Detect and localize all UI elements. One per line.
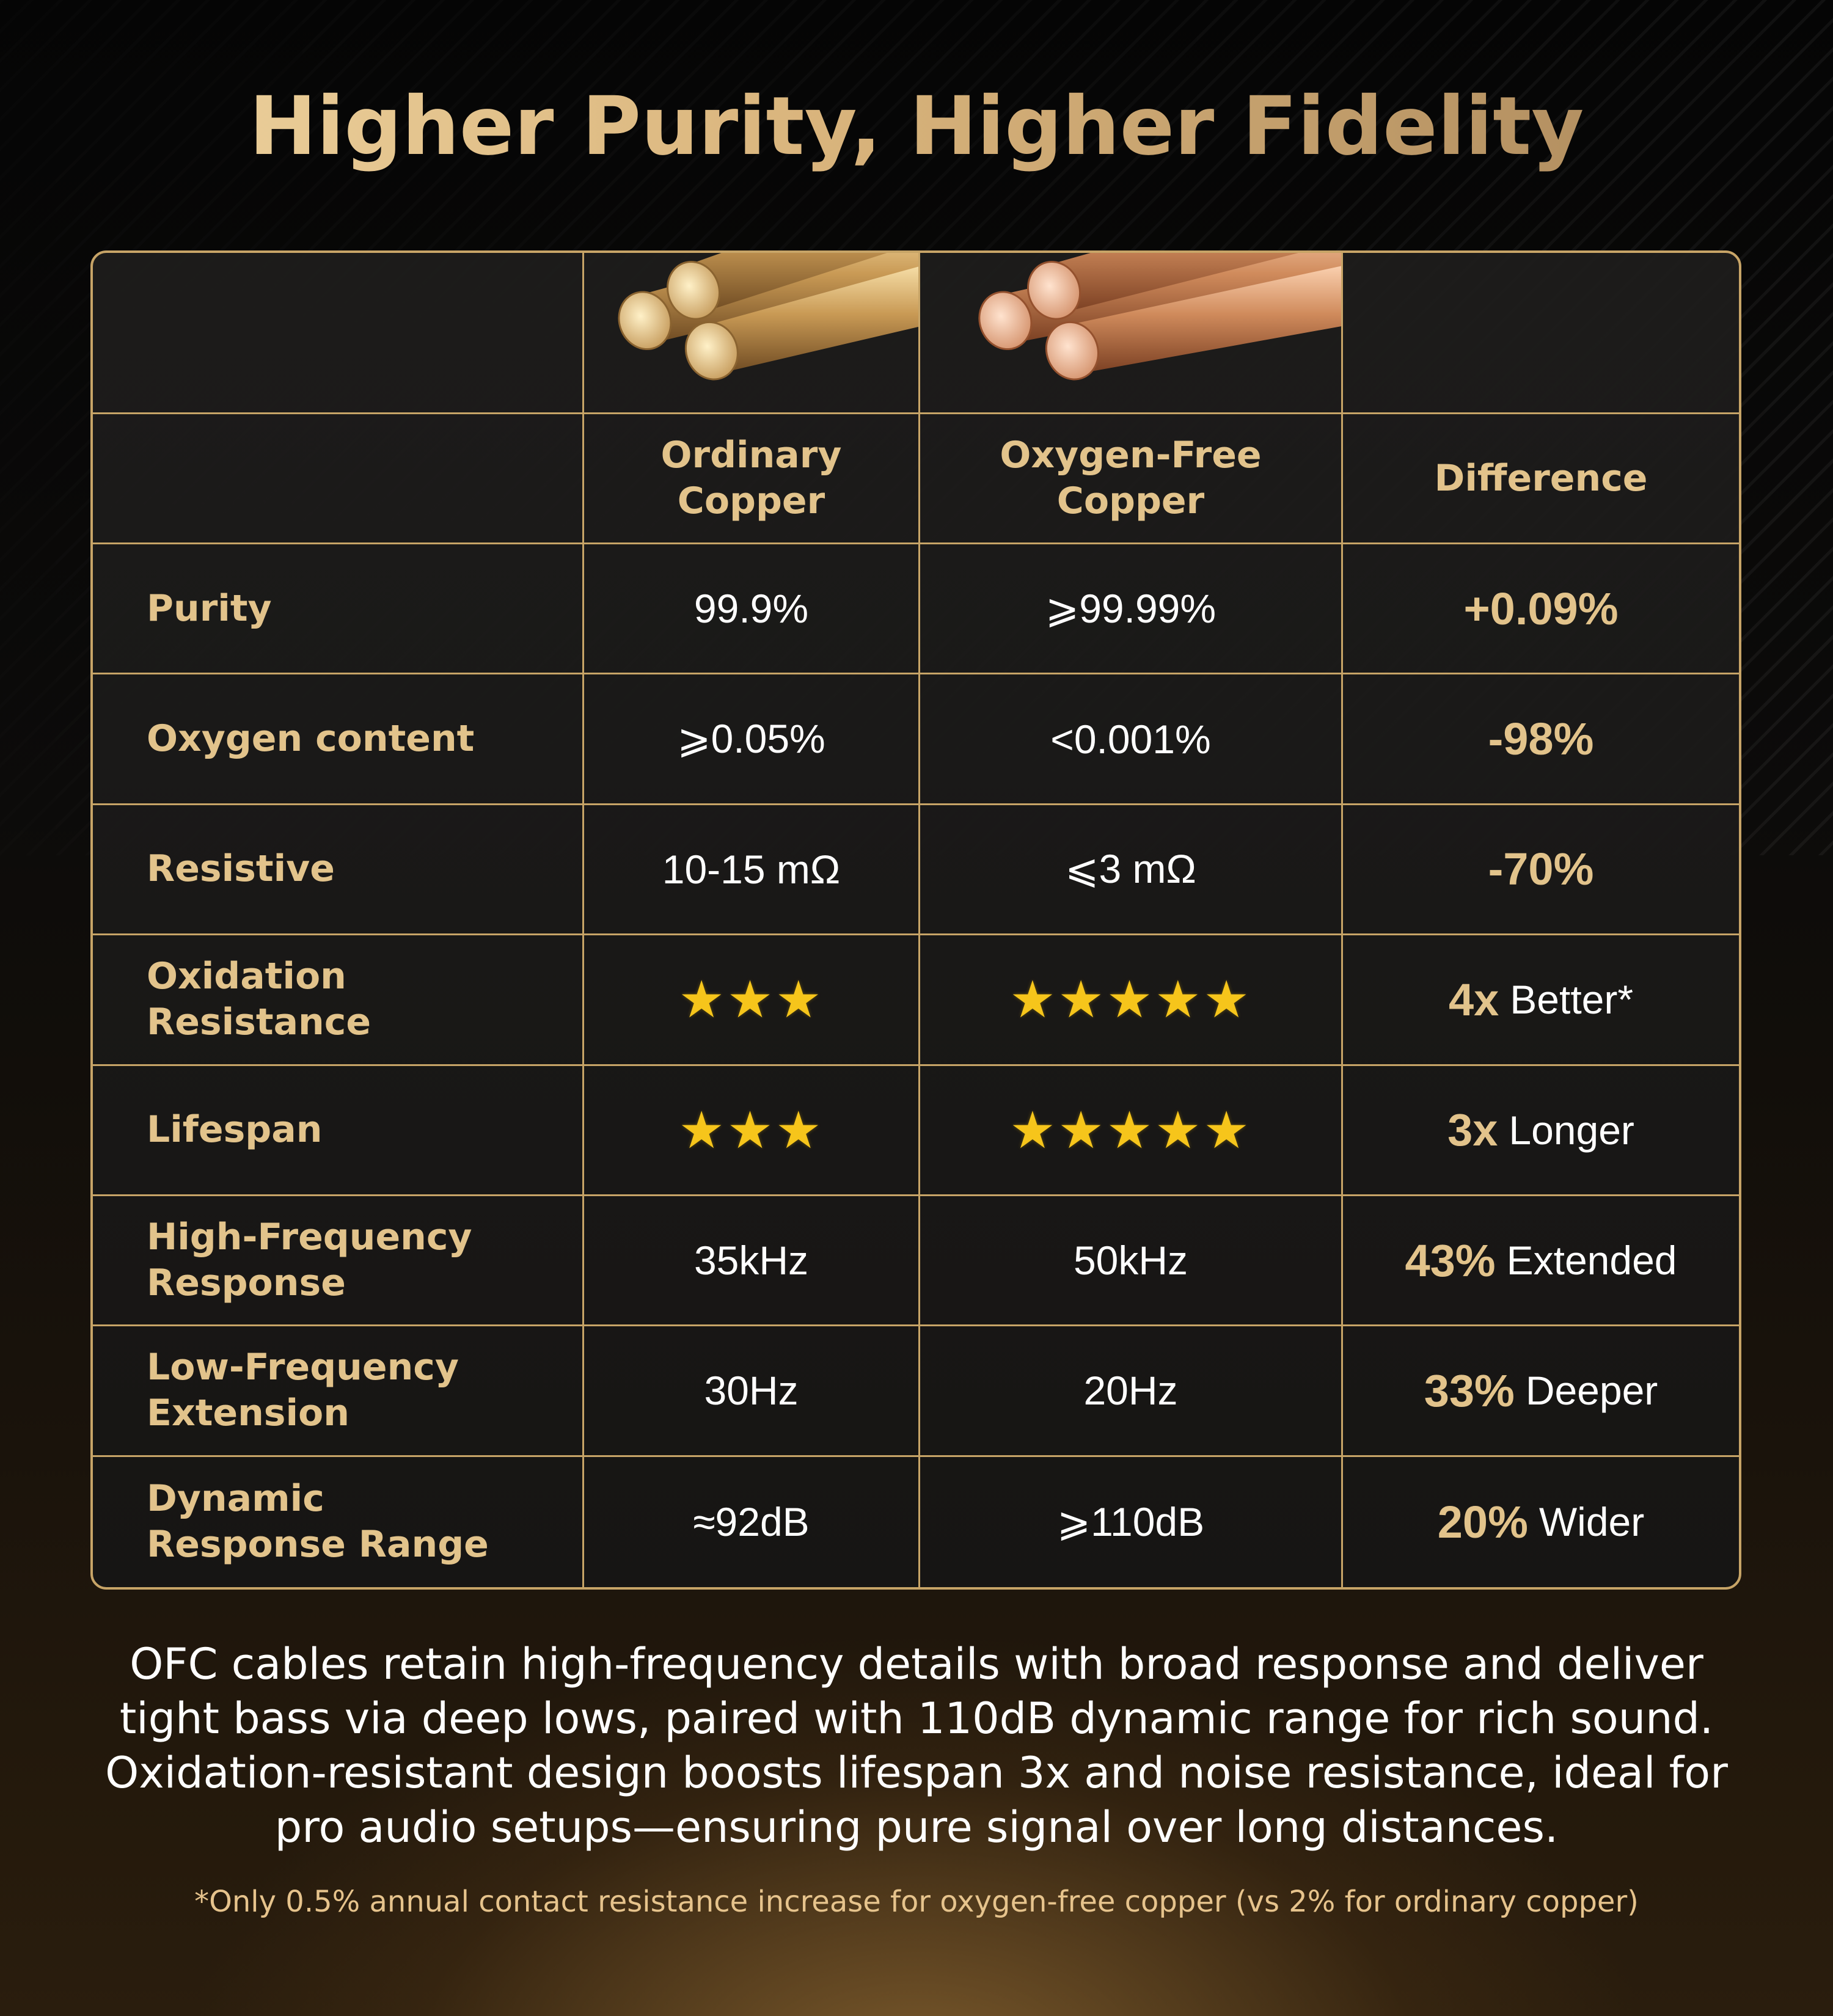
purity-ofc-value: ⩾99.99% [920, 544, 1343, 675]
row-label-dynamic-response-range: Dynamic Response Range [93, 1456, 584, 1587]
resistive-difference: -70% [1343, 805, 1739, 936]
difference-image-empty-cell [1343, 253, 1739, 414]
high-frequency-ofc-value: 50kHz [920, 1196, 1343, 1327]
row-label-high-frequency-response: High-Frequency Response [93, 1196, 584, 1327]
oxygen-difference: -98% [1343, 674, 1739, 805]
oxygen-difference-value: -98% [1488, 714, 1594, 765]
row-label-purity: Purity [93, 544, 584, 675]
dynamic-range-ordinary-value: ≈92dB [584, 1456, 920, 1587]
footnote: *Only 0.5% annual contact resistance inc… [194, 1885, 1639, 1919]
row-label-lifespan: Lifespan [93, 1065, 584, 1196]
header-empty-cell [93, 253, 584, 414]
low-frequency-difference-value: 33% [1424, 1365, 1515, 1416]
high-frequency-ordinary-value: 35kHz [584, 1196, 920, 1327]
purity-ordinary-value: 99.9% [584, 544, 920, 675]
lifespan-difference-word: Longer [1509, 1107, 1634, 1153]
high-frequency-difference-word: Extended [1506, 1238, 1677, 1284]
oxygen-free-copper-image [920, 253, 1343, 414]
row-label-low-frequency-extension: Low-Frequency Extension [93, 1326, 584, 1457]
lifespan-ofc-stars: ★★★★★ [920, 1065, 1343, 1196]
resistive-difference-value: -70% [1488, 844, 1594, 895]
oxidation-difference: 4x Better* [1343, 935, 1739, 1066]
oxygen-ordinary-value: ⩾0.05% [584, 674, 920, 805]
lifespan-difference: 3x Longer [1343, 1066, 1739, 1196]
purity-difference-value: +0.09% [1463, 583, 1619, 634]
column-header-ordinary-copper: Ordinary Copper [584, 414, 920, 544]
oxidation-difference-word: Better* [1510, 977, 1634, 1023]
dynamic-range-difference: 20% Wider [1343, 1457, 1739, 1587]
dynamic-range-difference-value: 20% [1437, 1496, 1528, 1547]
oxygen-ofc-value: <0.001% [920, 674, 1343, 805]
resistive-ordinary-value: 10-15 mΩ [584, 805, 920, 936]
page-title: Higher Purity, Higher Fidelity [0, 79, 1833, 173]
comparison-table: Ordinary Copper Oxygen-Free Copper Diffe… [90, 250, 1741, 1590]
row-label-resistive: Resistive [93, 805, 584, 936]
low-frequency-ordinary-value: 30Hz [584, 1326, 920, 1457]
purity-difference: +0.09% [1343, 544, 1739, 675]
low-frequency-difference: 33% Deeper [1343, 1326, 1739, 1457]
oxidation-difference-value: 4x [1448, 974, 1499, 1025]
resistive-ofc-value: ⩽3 mΩ [920, 805, 1343, 936]
description-paragraph: OFC cables retain high-frequency details… [105, 1639, 1728, 1852]
column-header-difference: Difference [1343, 414, 1739, 544]
oxidation-ordinary-stars: ★★★ [584, 935, 920, 1066]
high-frequency-difference-value: 43% [1405, 1235, 1496, 1286]
row-label-oxidation-resistance: Oxidation Resistance [93, 935, 584, 1066]
high-frequency-difference: 43% Extended [1343, 1196, 1739, 1327]
dynamic-range-difference-word: Wider [1538, 1499, 1645, 1545]
low-frequency-ofc-value: 20Hz [920, 1326, 1343, 1457]
column-header-oxygen-free-copper: Oxygen-Free Copper [920, 414, 1343, 544]
lifespan-ordinary-stars: ★★★ [584, 1065, 920, 1196]
lifespan-difference-value: 3x [1447, 1105, 1498, 1156]
dynamic-range-ofc-value: ⩾110dB [920, 1456, 1343, 1587]
low-frequency-difference-word: Deeper [1525, 1368, 1658, 1414]
oxidation-ofc-stars: ★★★★★ [920, 935, 1343, 1066]
row-label-oxygen-content: Oxygen content [93, 674, 584, 805]
ordinary-copper-image [584, 253, 920, 414]
header-label-empty-cell [93, 414, 584, 544]
